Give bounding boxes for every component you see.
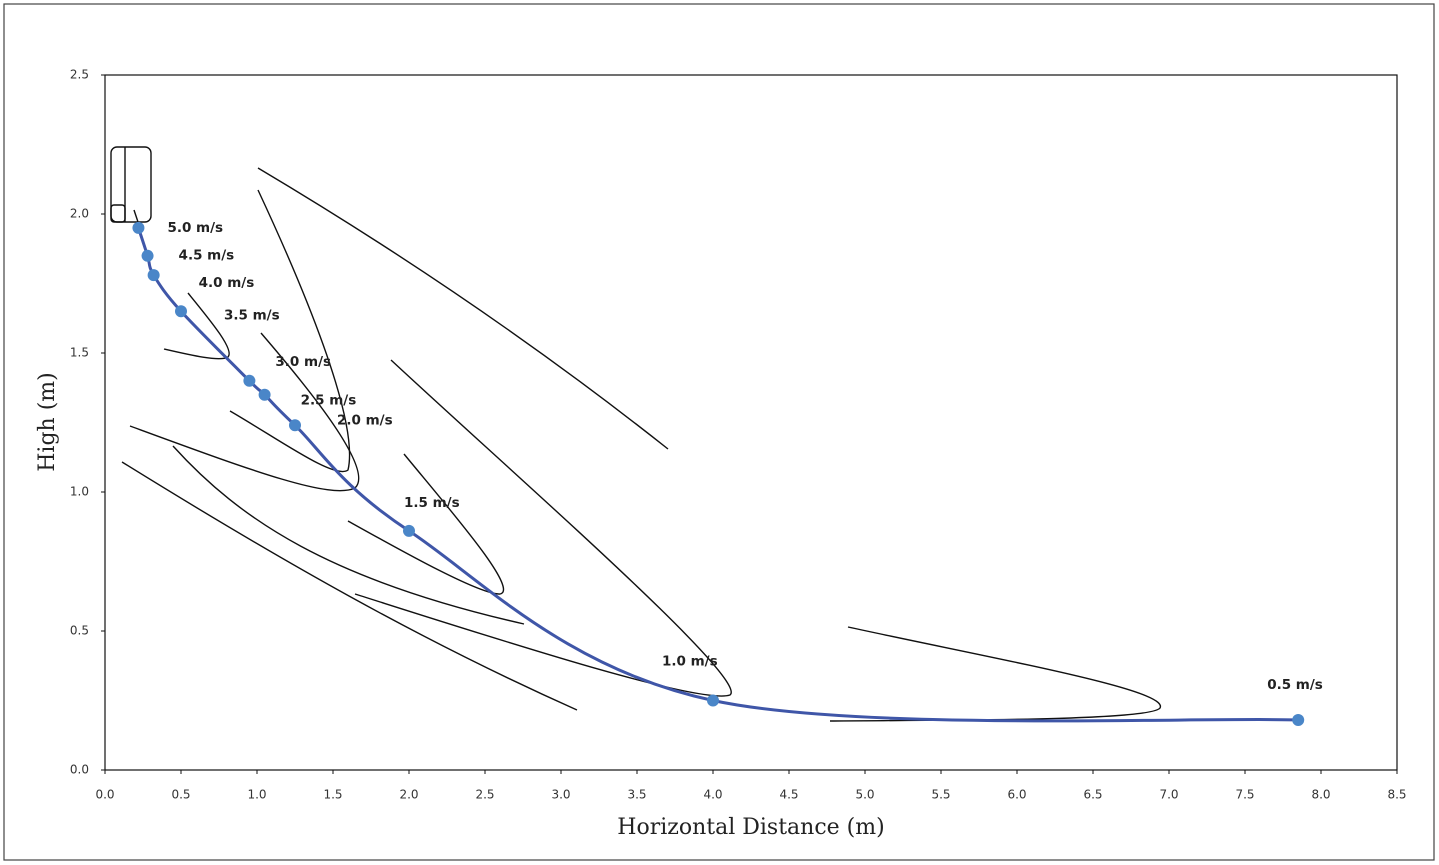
point bbox=[403, 524, 415, 537]
spray-curve bbox=[172, 445, 525, 625]
y-tick-label: 1.0 bbox=[70, 485, 89, 499]
y-tick-label: 1.5 bbox=[70, 346, 89, 360]
point bbox=[258, 388, 271, 401]
spray-curve bbox=[121, 461, 578, 711]
spray-curve bbox=[257, 167, 669, 450]
spray-curve bbox=[347, 453, 505, 595]
x-tick-label: 1.0 bbox=[247, 788, 266, 802]
x-tick-label: 5.0 bbox=[855, 788, 874, 802]
decoration bbox=[110, 146, 1161, 722]
x-tick-label: 8.5 bbox=[1387, 788, 1406, 802]
x-tick-label: 4.0 bbox=[703, 788, 722, 802]
x-tick-label: 3.0 bbox=[551, 788, 570, 802]
point-label: 4.5 m/s bbox=[179, 248, 235, 264]
point-label: 3.5 m/s bbox=[224, 307, 280, 323]
y-tick-label: 2.0 bbox=[70, 207, 89, 221]
point bbox=[147, 269, 160, 282]
point-label: 3.0 m/s bbox=[275, 354, 331, 370]
point-label: 1.0 m/s bbox=[662, 654, 718, 670]
point-label: 4.0 m/s bbox=[199, 275, 255, 291]
point bbox=[289, 419, 301, 432]
x-tick-label: 5.5 bbox=[931, 788, 950, 802]
y-tick-label: 0.5 bbox=[70, 624, 89, 638]
device-outline bbox=[110, 146, 152, 223]
point bbox=[175, 305, 187, 318]
point-label: 5.0 m/s bbox=[167, 220, 223, 236]
point-label: 1.5 m/s bbox=[404, 495, 460, 511]
x-tick-label: 6.0 bbox=[1007, 788, 1026, 802]
chart-frame bbox=[3, 3, 1435, 861]
x-tick-label: 7.5 bbox=[1235, 788, 1254, 802]
x-axis-title: Horizontal Distance (m) bbox=[617, 815, 884, 840]
point bbox=[132, 221, 145, 234]
x-tick-label: 2.0 bbox=[399, 788, 418, 802]
x-tick-label: 2.5 bbox=[475, 788, 494, 802]
x-tick-label: 7.0 bbox=[1159, 788, 1178, 802]
x-tick-label: 4.5 bbox=[779, 788, 798, 802]
y-tick-label: 2.5 bbox=[70, 68, 89, 82]
point-label: 2.5 m/s bbox=[301, 393, 357, 409]
y-tick-label: 0.0 bbox=[70, 763, 89, 777]
point bbox=[141, 249, 154, 262]
spray-curve bbox=[163, 292, 230, 360]
plot-frame bbox=[104, 74, 1398, 771]
x-tick-label: 6.5 bbox=[1083, 788, 1102, 802]
x-tick-label: 1.5 bbox=[323, 788, 342, 802]
y-axis-title: High (m) bbox=[35, 372, 60, 472]
point-label: 0.5 m/s bbox=[1267, 677, 1323, 693]
point-label: 2.0 m/s bbox=[337, 412, 393, 428]
x-tick-label: 0.0 bbox=[95, 788, 114, 802]
point bbox=[1292, 713, 1305, 726]
x-tick-label: 8.0 bbox=[1311, 788, 1330, 802]
x-tick-label: 3.5 bbox=[627, 788, 646, 802]
x-tick-label: 0.5 bbox=[171, 788, 190, 802]
point bbox=[707, 694, 719, 707]
spray-curve bbox=[354, 359, 732, 697]
point bbox=[243, 374, 256, 387]
device-part bbox=[110, 204, 126, 223]
